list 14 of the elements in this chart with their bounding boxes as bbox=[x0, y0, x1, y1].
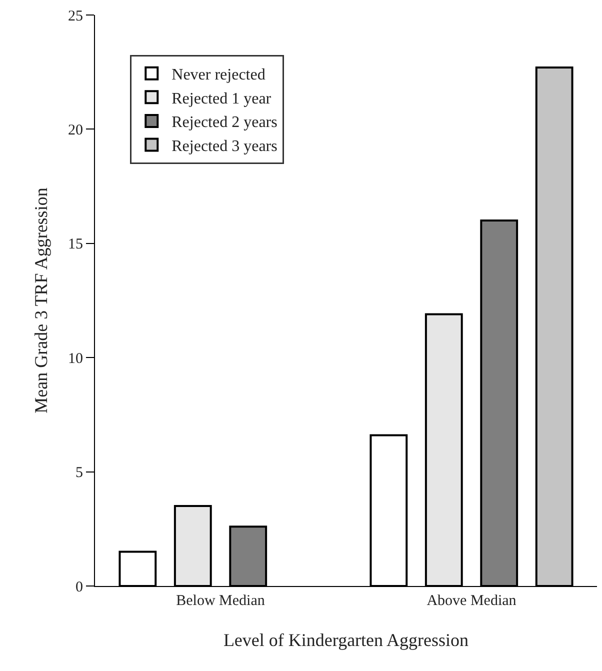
y-axis-title: Mean Grade 3 TRF Aggression bbox=[31, 188, 52, 414]
x-axis-title: Level of Kindergarten Aggression bbox=[223, 630, 469, 650]
x-tick-label: Below Median bbox=[176, 593, 266, 609]
legend-label: Never rejected bbox=[172, 66, 266, 84]
y-tick-label: 0 bbox=[76, 579, 83, 596]
y-tick-label: 25 bbox=[68, 8, 83, 24]
legend-label: Rejected 1 year bbox=[172, 90, 272, 108]
legend-label: Rejected 2 years bbox=[172, 114, 278, 132]
y-tick-label: 5 bbox=[76, 465, 83, 482]
y-tick-label: 20 bbox=[68, 122, 83, 138]
x-tick-label: Above Median bbox=[426, 593, 517, 609]
y-tick-label: 15 bbox=[68, 236, 83, 253]
y-tick-label: 10 bbox=[68, 350, 83, 367]
legend-label: Rejected 3 years bbox=[172, 138, 278, 156]
